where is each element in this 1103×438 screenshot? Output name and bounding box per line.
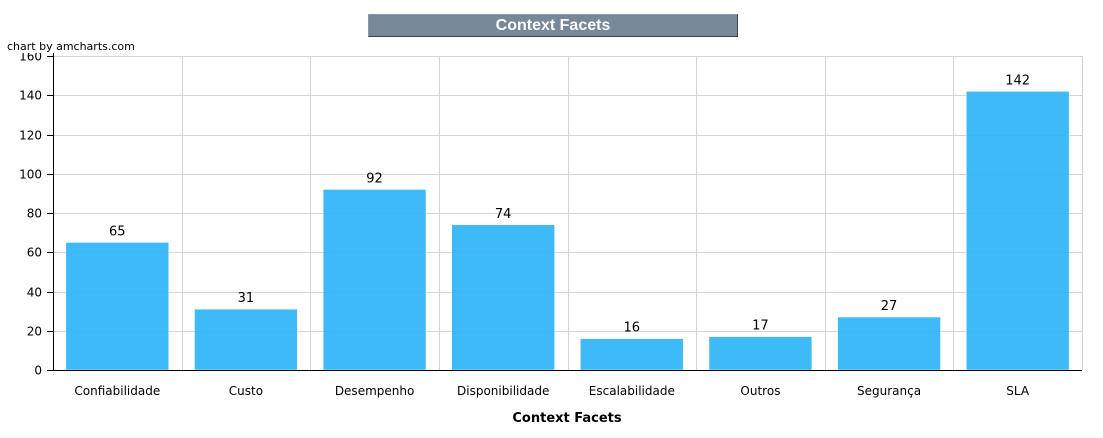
y-tick-label: 100 (19, 168, 42, 182)
x-category-label: SLA (1006, 384, 1030, 398)
bar-value-label: 92 (366, 171, 383, 186)
bar-value-label: 74 (495, 207, 512, 222)
y-tick-label: 120 (19, 129, 42, 143)
y-tick-label: 40 (27, 286, 42, 300)
bar[interactable] (322, 189, 427, 371)
x-category-label: Outros (740, 384, 780, 398)
chart-credit-link[interactable]: chart by amcharts.com (7, 40, 141, 53)
x-category-label: Escalabilidade (589, 384, 675, 398)
x-axis-title: Context Facets (512, 411, 622, 426)
x-category-label: Custo (229, 384, 263, 398)
bar-value-label: 65 (109, 224, 126, 239)
labels: 0 20 40 60 80 100 120 140 160 65 Confiabilidade 31 C… (19, 50, 1030, 399)
y-tick-label: 0 (34, 364, 42, 378)
y-tick-label: 80 (27, 207, 42, 221)
bar[interactable] (451, 224, 555, 371)
bar[interactable] (194, 308, 298, 371)
y-tick-label: 60 (27, 246, 42, 260)
bar-value-label: 17 (752, 319, 769, 334)
bar[interactable] (708, 336, 813, 371)
bar-value-label: 16 (624, 321, 641, 336)
axes (47, 50, 1082, 371)
bar[interactable] (580, 338, 684, 371)
y-tick-label: 20 (27, 325, 42, 339)
bar[interactable] (837, 316, 941, 371)
bar-value-label: 31 (238, 291, 255, 306)
y-tick-label: 140 (19, 89, 42, 103)
x-category-label: Segurança (857, 384, 921, 398)
bar[interactable] (965, 91, 1070, 371)
bar-value-label: 27 (881, 299, 898, 314)
chart-title: Context Facets (368, 14, 738, 37)
x-category-label: Desempenho (335, 384, 415, 398)
bars (65, 91, 1070, 371)
bar-value-label: 142 (1005, 73, 1030, 88)
bar[interactable] (65, 242, 170, 371)
x-category-label: Disponibilidade (457, 384, 549, 398)
x-category-label: Confiabilidade (74, 384, 160, 398)
y-tick-label: 160 (19, 50, 42, 64)
